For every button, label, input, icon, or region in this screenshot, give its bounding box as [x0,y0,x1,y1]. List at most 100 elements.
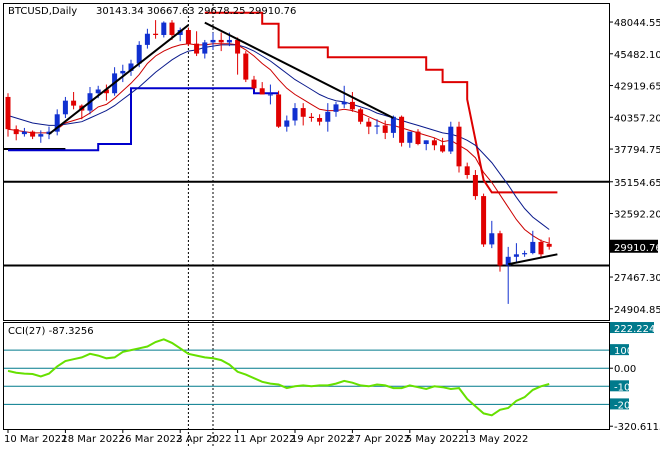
candle-body-7 [62,100,68,115]
candle-body-45 [374,125,380,127]
cci-tag-4 [610,398,629,410]
candle-body-63 [522,253,528,255]
candle-body-36 [300,108,306,117]
candle-body-3 [30,131,36,137]
candle-body-40 [333,104,339,112]
price-label-8: 27467.30 [614,273,660,284]
candle-body-4 [38,134,44,137]
main-panel-frame [3,3,610,321]
candle-body-0 [5,96,11,130]
candle-body-41 [341,101,347,105]
candle-body-55 [456,126,462,167]
cci-label-0: 222.2245 [614,324,660,335]
candle-body-33 [276,94,282,127]
stop-line-red [204,11,558,194]
candle-body-17 [144,33,150,45]
trend-line-2 [508,253,558,266]
candle-body-52 [431,140,437,146]
price-label-0: 48044.55 [614,18,660,29]
date-label-2: 26 Mar 2022 [119,434,182,445]
candle-body-62 [513,254,519,257]
cci-line [7,338,550,417]
candle-body-50 [415,131,421,145]
cci-panel-frame [3,322,610,430]
candle-body-37 [308,116,314,119]
candle-body-20 [169,22,175,35]
candle-body-57 [472,175,478,197]
candle-body-47 [390,116,396,133]
price-label-3: 40357.20 [614,113,660,124]
candle-body-60 [497,233,503,266]
candle-body-26 [218,39,224,43]
trend-line-0 [48,24,190,135]
candle-body-32 [267,94,273,96]
candle-body-54 [448,126,454,152]
cci-label-4: -200 [614,400,637,411]
candle-body-61 [505,256,511,266]
trend-line-1 [204,21,394,119]
candle-body-64 [530,241,536,254]
ma-slow-line [7,44,550,230]
price-label-9: 24904.85 [614,305,660,316]
ohlc-label: 30143.34 30667.63 29678.25 29910.76 [96,6,296,17]
cci-panel: CCI(27) -87.3256 [3,322,610,430]
price-label-1: 45482.10 [614,50,660,61]
candle-body-31 [259,88,265,95]
candle-body-44 [366,121,372,127]
price-label-4: 37794.75 [614,145,660,156]
candle-body-27 [226,39,232,43]
candle-body-6 [54,114,60,132]
candle-body-18 [153,33,159,35]
symbol-label: BTCUSD,Daily [8,6,77,17]
candle-body-38 [317,118,323,122]
cci-tag-0 [610,322,654,334]
candle-body-56 [464,166,470,176]
candle-body-29 [243,53,249,80]
candle-body-15 [128,63,134,71]
candle-body-1 [13,129,19,135]
candle-body-22 [185,30,191,44]
candle-body-58 [481,196,487,245]
candle-body-30 [251,79,257,89]
stop-line-blue [8,87,279,152]
price-label-5: 35154.65 [614,178,660,189]
candle-body-8 [71,100,77,106]
price-label-6: 32592.20 [614,210,660,221]
candle-body-48 [399,116,405,143]
last-price-tag [610,239,658,253]
candle-body-2 [21,131,27,135]
candle-body-16 [136,44,142,64]
candle-body-53 [440,145,446,152]
candle-body-24 [202,42,208,54]
last-price-label: 29910.76 [614,243,660,254]
date-label-6: 27 Apr 2022 [348,434,410,445]
cci-label-5: -320.6115 [614,422,660,433]
candle-body-46 [382,125,388,133]
date-label-5: 19 Apr 2022 [291,434,353,445]
candle-body-66 [546,243,552,247]
date-label-0: 10 Mar 2022 [4,434,67,445]
cci-tag-3 [610,380,629,392]
ma-fast-line [7,43,550,244]
candle-body-39 [325,111,331,122]
candle-body-23 [194,43,200,54]
candle-body-11 [95,89,101,94]
candle-body-51 [423,140,429,145]
candle-body-42 [349,101,355,110]
candle-body-34 [284,120,290,127]
cci-label-2: 0.00 [614,364,636,375]
candle-body-49 [407,131,413,143]
candle-body-25 [210,39,216,43]
candle-body-65 [538,241,544,255]
candle-body-12 [103,89,109,94]
date-label-3: 3 Apr 2022 [176,434,231,445]
date-label-4: 11 Apr 2022 [234,434,296,445]
cci-axis: 222.2245 100 0.00 -100 -200 -320.6115 [609,322,660,433]
candle-body-14 [120,70,126,74]
date-label-7: 5 May 2022 [406,434,465,445]
candle-body-43 [358,109,364,122]
date-label-1: 18 Mar 2022 [61,434,124,445]
price-label-2: 42919.65 [614,82,660,93]
